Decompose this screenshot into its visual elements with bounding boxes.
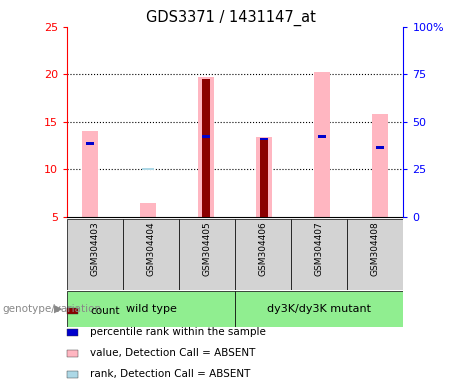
Bar xyxy=(260,138,268,217)
Bar xyxy=(179,219,235,290)
Text: percentile rank within the sample: percentile rank within the sample xyxy=(90,327,266,337)
Bar xyxy=(202,79,210,217)
Text: ▶: ▶ xyxy=(54,304,63,314)
Bar xyxy=(140,203,156,217)
Bar xyxy=(376,146,384,149)
Bar xyxy=(372,114,388,217)
Text: genotype/variation: genotype/variation xyxy=(2,304,101,314)
Text: GSM304404: GSM304404 xyxy=(147,221,155,276)
Bar xyxy=(198,77,214,217)
Bar xyxy=(142,169,154,170)
Bar xyxy=(67,219,123,290)
Text: rank, Detection Call = ABSENT: rank, Detection Call = ABSENT xyxy=(90,369,250,379)
Text: GSM304408: GSM304408 xyxy=(371,221,380,276)
Bar xyxy=(67,291,235,327)
Text: GSM304406: GSM304406 xyxy=(259,221,268,276)
Text: dy3K/dy3K mutant: dy3K/dy3K mutant xyxy=(267,304,371,314)
Bar xyxy=(202,135,210,137)
Bar xyxy=(256,137,272,217)
Text: GSM304407: GSM304407 xyxy=(315,221,324,276)
Text: wild type: wild type xyxy=(125,304,177,314)
Text: GSM304403: GSM304403 xyxy=(90,221,100,276)
Bar xyxy=(347,219,403,290)
Text: count: count xyxy=(90,306,119,316)
Text: value, Detection Call = ABSENT: value, Detection Call = ABSENT xyxy=(90,348,255,358)
Text: GDS3371 / 1431147_at: GDS3371 / 1431147_at xyxy=(146,10,315,26)
Bar xyxy=(123,219,179,290)
Bar xyxy=(82,131,98,217)
Bar xyxy=(314,73,330,217)
Bar xyxy=(318,135,326,137)
Bar xyxy=(260,138,268,141)
Text: GSM304405: GSM304405 xyxy=(202,221,212,276)
Bar xyxy=(87,142,94,145)
Bar xyxy=(235,291,403,327)
Bar xyxy=(235,219,291,290)
Bar xyxy=(291,219,347,290)
